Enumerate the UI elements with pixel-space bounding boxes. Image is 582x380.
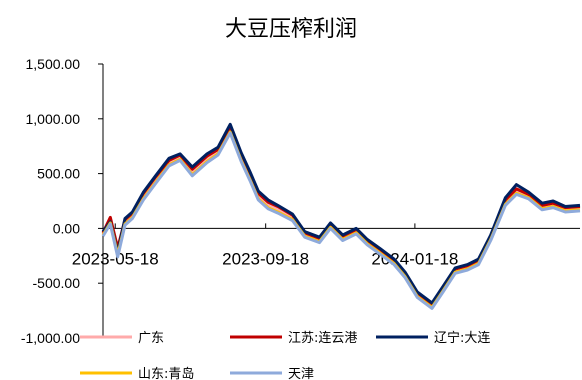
legend-label: 山东:青岛 xyxy=(138,366,194,380)
y-tick-label: 500.00 xyxy=(37,166,80,182)
y-tick-label: 1,500.00 xyxy=(26,56,81,72)
legend-label: 辽宁:大连 xyxy=(434,330,490,346)
y-tick-label: -1,000.00 xyxy=(21,330,80,346)
legend-label: 广东 xyxy=(138,331,164,346)
x-tick-label: 2023-05-18 xyxy=(72,249,159,268)
y-tick-label: -500.00 xyxy=(33,275,81,291)
series-line-3 xyxy=(101,122,581,305)
legend-label: 天津 xyxy=(288,367,314,380)
legend-label: 江苏:连云港 xyxy=(288,330,357,346)
series-line-5 xyxy=(101,131,581,310)
y-tick-label: 1,000.00 xyxy=(26,111,81,127)
x-tick-label: 2023-09-18 xyxy=(222,249,309,268)
chart-title: 大豆压榨利润 xyxy=(225,17,357,42)
series-line-2 xyxy=(101,126,581,306)
plot-area: 1,500.00 1,000.00 500.00 0.00 -500.00 -1,000.… xyxy=(21,56,581,346)
y-tick-label: 0.00 xyxy=(53,220,80,236)
